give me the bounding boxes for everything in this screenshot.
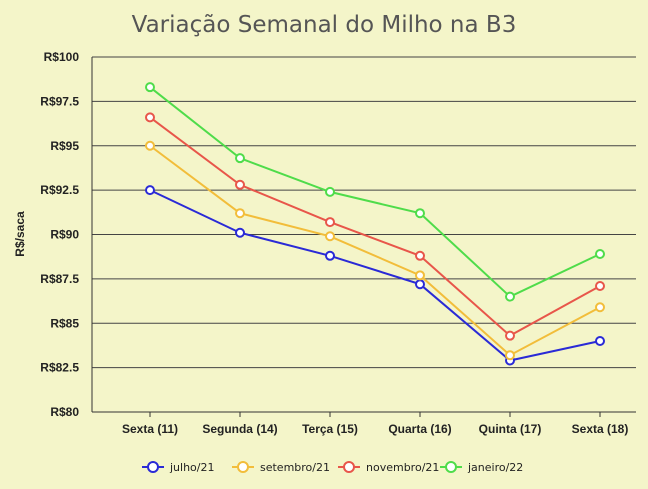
y-tick-label: R$80 <box>50 405 79 419</box>
data-point <box>145 185 155 196</box>
data-point <box>145 112 155 123</box>
data-point <box>235 179 245 190</box>
x-tick-label: Sexta (18) <box>572 422 629 436</box>
data-point <box>235 208 245 219</box>
y-tick-label: R$87.5 <box>40 272 79 286</box>
data-point <box>505 291 515 302</box>
data-point <box>415 279 425 290</box>
x-tick-label: Sexta (11) <box>122 422 178 436</box>
data-point <box>595 249 605 260</box>
data-point <box>415 250 425 261</box>
data-point <box>235 227 245 238</box>
series-line <box>149 189 601 362</box>
chart-title: Variação Semanal do Milho na B3 <box>131 12 517 38</box>
y-tick-label: R$82.5 <box>40 361 79 375</box>
data-point <box>325 217 335 228</box>
data-point <box>595 336 605 346</box>
data-point <box>325 231 335 242</box>
legend-marker[interactable] <box>343 461 355 473</box>
legend-marker[interactable] <box>237 461 249 473</box>
y-tick-label: R$100 <box>44 50 80 64</box>
x-tick-label: Segunda (14) <box>202 422 277 436</box>
x-tick-label: Quinta (17) <box>479 422 542 436</box>
legend-label[interactable]: novembro/21 <box>366 461 439 474</box>
y-tick-label: R$92.5 <box>40 183 79 197</box>
data-point <box>145 82 155 93</box>
series-line <box>149 144 601 357</box>
legend-marker[interactable] <box>147 461 159 473</box>
y-tick-label: R$90 <box>50 228 79 242</box>
data-point <box>595 280 605 291</box>
series-line <box>149 86 601 298</box>
legend-label[interactable]: setembro/21 <box>260 461 330 474</box>
x-tick-label: Terça (15) <box>302 422 358 436</box>
data-point <box>505 330 515 341</box>
data-point <box>325 186 335 197</box>
y-axis-title: R$/saca <box>13 211 27 257</box>
y-tick-label: R$95 <box>50 139 79 153</box>
legend-marker[interactable] <box>445 461 457 473</box>
data-point <box>235 153 245 164</box>
data-point <box>415 270 425 281</box>
legend-label[interactable]: janeiro/22 <box>467 461 523 474</box>
x-tick-label: Quarta (16) <box>388 422 451 436</box>
data-point <box>595 302 605 313</box>
data-point <box>415 208 425 219</box>
data-point <box>325 250 335 261</box>
data-point <box>145 140 155 151</box>
y-tick-label: R$97.5 <box>40 94 79 108</box>
y-tick-label: R$85 <box>50 316 79 330</box>
series-line <box>149 116 601 337</box>
data-point <box>505 350 515 361</box>
legend-label[interactable]: julho/21 <box>169 461 215 474</box>
